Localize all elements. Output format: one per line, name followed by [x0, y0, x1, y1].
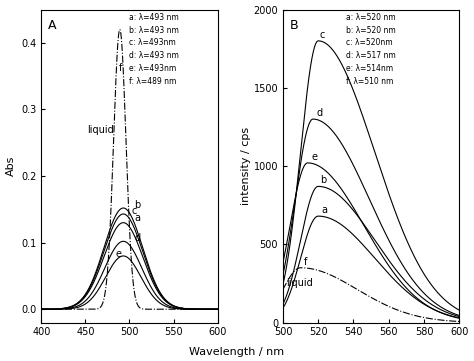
Text: B: B — [290, 19, 299, 32]
Text: f: f — [304, 257, 308, 268]
Text: liquid: liquid — [87, 125, 114, 135]
Y-axis label: Abs: Abs — [6, 156, 16, 176]
Text: d: d — [135, 232, 141, 243]
Text: e: e — [115, 249, 121, 258]
Text: a: λ=493 nm
b: λ=493 nm
c: λ=493nm
d: λ=493 nm
e: λ=493nm
f: λ=489 nm: a: λ=493 nm b: λ=493 nm c: λ=493nm d: λ=… — [129, 13, 179, 86]
Text: A: A — [48, 19, 57, 32]
Text: a: a — [322, 205, 328, 215]
Text: c: c — [320, 30, 325, 40]
Y-axis label: intensity / cps: intensity / cps — [241, 127, 251, 205]
Text: liquid: liquid — [286, 278, 313, 288]
Text: e: e — [311, 152, 317, 162]
Text: d: d — [317, 108, 323, 118]
Text: f: f — [119, 63, 122, 73]
Text: b: b — [134, 200, 140, 210]
Text: a: a — [135, 213, 141, 223]
Text: c: c — [131, 206, 137, 216]
Text: b: b — [320, 175, 326, 185]
Text: a: λ=520 nm
b: λ=520 nm
c: λ=520nm
d: λ=517 nm
e: λ=514nm
f: λ=510 nm: a: λ=520 nm b: λ=520 nm c: λ=520nm d: λ=… — [346, 13, 396, 86]
Text: Wavelength / nm: Wavelength / nm — [190, 347, 284, 357]
